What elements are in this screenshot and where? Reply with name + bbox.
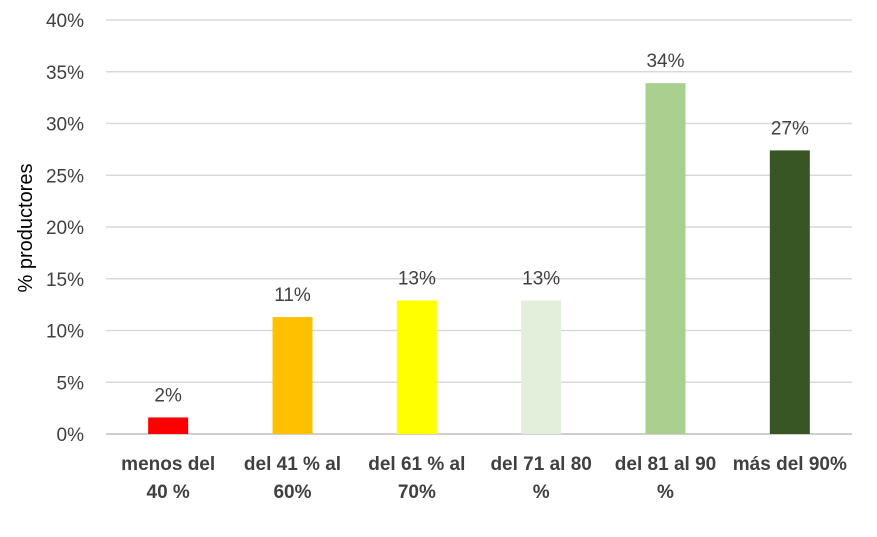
data-labels: 2% 11% 13% 13% 34% 27% — [154, 51, 809, 406]
x-tick-label: % — [533, 482, 550, 503]
bar — [272, 317, 313, 434]
x-tick-label: 60% — [273, 482, 311, 503]
bar — [148, 417, 189, 434]
data-label: 13% — [398, 268, 436, 289]
y-tick-label: 40% — [46, 11, 84, 32]
x-tick-label: del 41 % al — [244, 454, 341, 475]
y-tick-label: 30% — [46, 115, 84, 136]
x-axis-labels: menos del 40 % del 41 % al 60% del 61 % al 70… — [121, 454, 847, 503]
data-label: 27% — [771, 118, 809, 139]
x-tick-label: % — [657, 482, 674, 503]
y-tick-label: 5% — [57, 373, 85, 394]
y-tick-label: 10% — [46, 322, 84, 343]
data-label: 13% — [522, 268, 560, 289]
x-tick-label: del 81 al 90 — [615, 454, 716, 475]
x-tick-label: 40 % — [147, 482, 190, 503]
gridlines — [106, 19, 852, 435]
data-label: 11% — [274, 285, 311, 306]
x-tick-label: del 71 al 80 — [490, 454, 591, 475]
y-tick-label: 0% — [57, 425, 85, 446]
x-tick-label: más del 90% — [733, 454, 847, 475]
x-tick-label: menos del — [121, 454, 215, 475]
y-axis-title: % productores — [15, 164, 37, 293]
bars — [148, 83, 810, 434]
bar — [396, 300, 437, 434]
x-tick-label: del 61 % al — [368, 454, 465, 475]
y-tick-label: 35% — [46, 63, 84, 84]
bar — [645, 83, 686, 434]
bar — [769, 150, 810, 434]
data-label: 2% — [154, 385, 182, 406]
bar — [521, 300, 562, 434]
data-label: 34% — [646, 51, 684, 72]
y-tick-label: 20% — [46, 218, 84, 239]
y-axis-ticks: 0% 5% 10% 15% 20% 25% 30% 35% 40% — [46, 11, 84, 446]
x-tick-label: 70% — [398, 482, 436, 503]
y-tick-label: 15% — [46, 270, 84, 291]
y-tick-label: 25% — [46, 166, 84, 187]
